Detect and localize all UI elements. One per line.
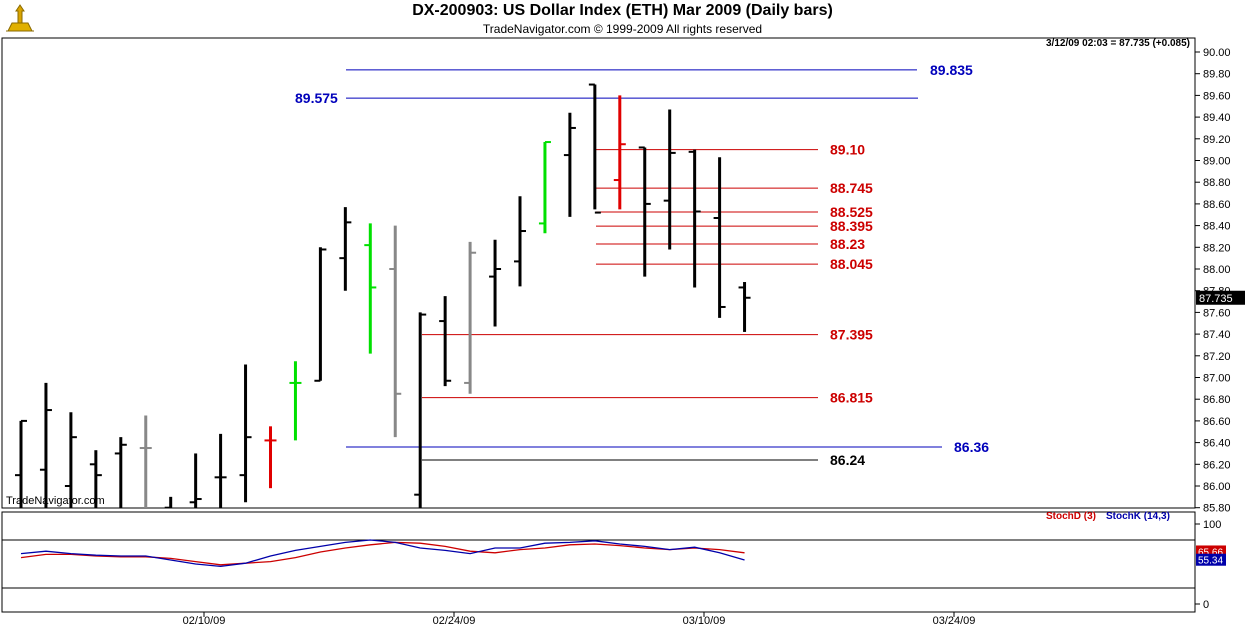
price-tick-label: 87.40: [1203, 329, 1231, 341]
chart-title: DX-200903: US Dollar Index (ETH) Mar 200…: [412, 2, 833, 19]
watermark: TradeNavigator.com: [6, 495, 105, 507]
price-tick-label: 89.40: [1203, 112, 1231, 124]
stochastic-panel-border: [1, 511, 1196, 613]
date-axis: 02/10/09 02/24/09 03/10/09 03/24/09: [183, 612, 976, 627]
level-label: 87.395: [830, 327, 873, 343]
price-tick-label: 88.00: [1203, 264, 1231, 276]
date-tick-label: 02/10/09: [183, 615, 226, 627]
chart-subtitle: TradeNavigator.com © 1999-2009 All right…: [482, 22, 763, 36]
chart-frame: [1, 37, 1196, 613]
last-price-tag-label: 87.735: [1199, 293, 1233, 305]
level-label: 88.525: [830, 204, 873, 220]
price-tick-label: 87.00: [1203, 373, 1231, 385]
stoch-line: [20, 539, 745, 568]
date-tick-label: 03/24/09: [933, 615, 976, 627]
price-tick-label: 88.60: [1203, 199, 1231, 211]
level-label: 89.835: [930, 62, 973, 78]
price-tick-label: 89.60: [1203, 90, 1231, 102]
price-tick-label: 89.00: [1203, 156, 1231, 168]
stoch-value-tag: [1196, 553, 1226, 566]
level-label: 86.815: [830, 390, 873, 406]
level-label: 89.10: [830, 142, 865, 158]
level-label: 89.575: [295, 90, 338, 106]
stoch-tick-label: 100: [1203, 519, 1221, 531]
date-tick-label: 03/10/09: [683, 615, 726, 627]
date-tick-label: 02/24/09: [433, 615, 476, 627]
price-tick-label: 85.80: [1203, 503, 1231, 515]
price-tick-label: 88.80: [1203, 177, 1231, 189]
level-label: 86.36: [954, 439, 989, 455]
price-tick-label: 90.00: [1203, 47, 1231, 59]
price-tick-label: 89.20: [1203, 134, 1231, 146]
stoch-value-tag-label: 55.34: [1198, 556, 1223, 567]
price-axis: 90.00 89.80 89.60 89.40 89.20 89.00 88.80 88.60…: [6, 38, 1245, 515]
stoch-d-legend: StochD (3): [1046, 511, 1096, 522]
level-label: 88.045: [830, 256, 873, 272]
stoch-k-legend: StochK (14,3): [1106, 511, 1170, 522]
level-label: 88.23: [830, 236, 865, 252]
price-readout: 3/12/09 02:03 = 87.735 (+0.085): [1046, 38, 1190, 49]
price-tick-label: 86.80: [1203, 394, 1231, 406]
trade-navigator-logo-icon: [6, 4, 34, 32]
price-tick-label: 86.60: [1203, 416, 1231, 428]
price-tick-label: 86.40: [1203, 438, 1231, 450]
price-bars: [15, 83, 751, 508]
level-label: 86.24: [830, 452, 865, 468]
price-tick-label: 88.20: [1203, 242, 1231, 254]
last-price-tag: [1196, 290, 1245, 305]
level-label: 88.395: [830, 218, 873, 234]
price-tick-label: 88.40: [1203, 221, 1231, 233]
price-tick-label: 87.20: [1203, 351, 1231, 363]
price-tick-label: 87.60: [1203, 307, 1231, 319]
stoch-value-tag-label: 65.66: [1198, 547, 1223, 558]
price-tick-label: 89.80: [1203, 69, 1231, 81]
stoch-tick-label: 0: [1203, 599, 1209, 611]
price-panel-border: [1, 37, 1196, 509]
price-tick-label: 86.00: [1203, 481, 1231, 493]
price-tick-label: 86.20: [1203, 459, 1231, 471]
level-label: 88.745: [830, 180, 873, 196]
stoch-line: [20, 541, 745, 566]
